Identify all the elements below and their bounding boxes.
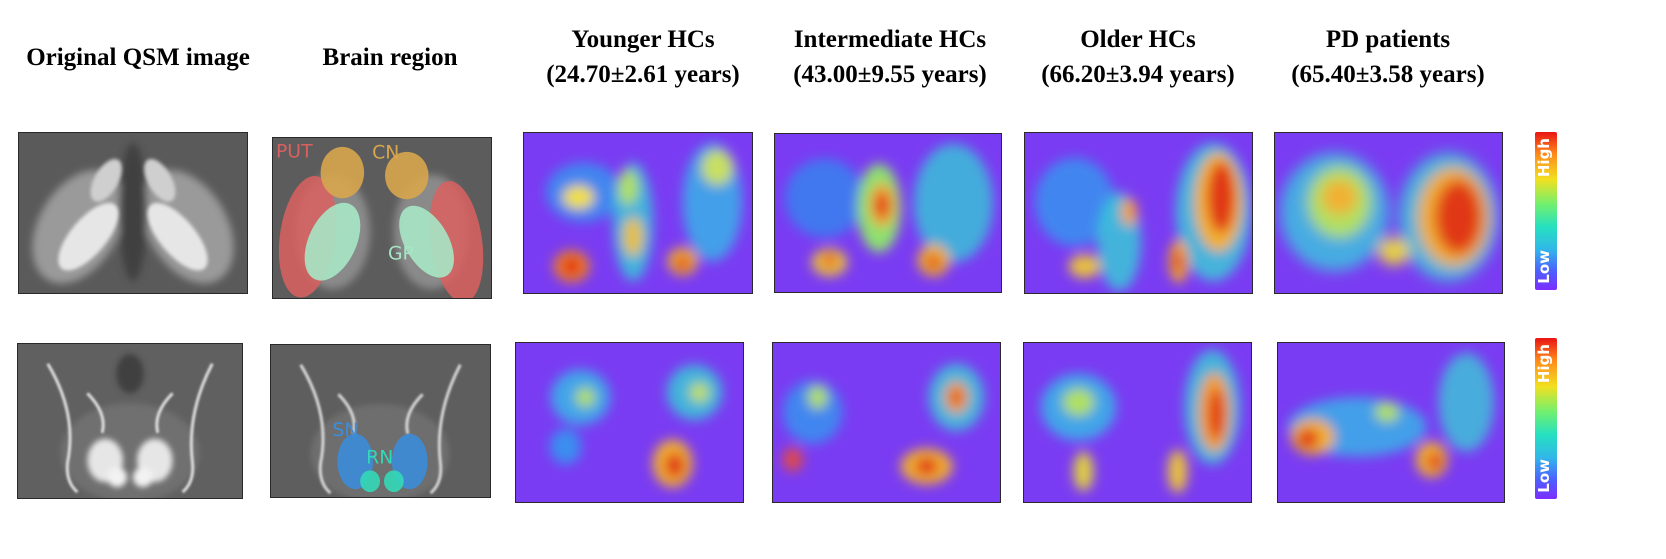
- brain-region-midbrain-image: SN RN: [270, 344, 491, 498]
- brain-region-basal-ganglia-image: PUT CN GP: [272, 137, 492, 299]
- original-qsm-midbrain-image: [17, 343, 243, 499]
- column-title-brain-region: Brain region: [290, 40, 490, 75]
- heatmap-older-hcs-row1: [1024, 132, 1253, 294]
- column-title-intermediate-hcs: Intermediate HCs (43.00±9.55 years): [770, 22, 1010, 92]
- column-subtitle-text: (43.00±9.55 years): [793, 61, 987, 88]
- heatmap-pd-patients-row1: [1274, 132, 1503, 294]
- colorbar-legend-row2: High Low: [1535, 338, 1557, 499]
- column-title-older-hcs: Older HCs (66.20±3.94 years): [1018, 22, 1258, 92]
- cn-label: CN: [372, 143, 399, 164]
- column-title-text: Brain region: [322, 44, 458, 71]
- rn-region-left: [360, 470, 381, 493]
- column-title-younger-hcs: Younger HCs (24.70±2.61 years): [518, 22, 768, 92]
- rn-label: RN: [366, 447, 393, 468]
- gp-region-right: [399, 205, 454, 278]
- heatmap-intermediate-hcs-row2: [772, 342, 1001, 503]
- colorbar-high-label: High: [1535, 138, 1553, 178]
- colorbar-low-label: Low: [1535, 459, 1553, 493]
- gp-region-left: [304, 202, 361, 281]
- sn-label: SN: [332, 420, 358, 441]
- heatmap-intermediate-hcs-row1: [774, 133, 1002, 293]
- column-title-text: Intermediate HCs: [793, 26, 987, 53]
- put-label: PUT: [276, 142, 313, 163]
- gp-label: GP: [388, 244, 414, 265]
- heatmap-pd-patients-row2: [1277, 342, 1505, 503]
- column-title-text: Original QSM image: [26, 44, 250, 71]
- heatmap-older-hcs-row2: [1023, 342, 1252, 503]
- column-title-text: PD patients: [1325, 26, 1451, 53]
- column-title-original-qsm: Original QSM image: [18, 40, 258, 75]
- column-title-text: Younger HCs: [571, 26, 715, 53]
- column-subtitle-text: (65.40±3.58 years): [1291, 61, 1485, 88]
- heatmap-younger-hcs-row1: [523, 132, 753, 294]
- heatmap-younger-hcs-row2: [515, 342, 744, 503]
- colorbar-low-label: Low: [1535, 250, 1553, 284]
- cn-region-right: [384, 151, 429, 200]
- cn-region-left: [320, 146, 365, 199]
- column-subtitle-text: (66.20±3.94 years): [1041, 61, 1235, 88]
- rn-region-right: [383, 470, 404, 493]
- column-title-pd-patients: PD patients (65.40±3.58 years): [1268, 22, 1508, 92]
- colorbar-high-label: High: [1535, 344, 1553, 384]
- colorbar-legend-row1: High Low: [1535, 132, 1557, 290]
- column-title-text: Older HCs: [1080, 26, 1196, 53]
- column-subtitle-text: (24.70±2.61 years): [546, 61, 740, 88]
- original-qsm-basal-ganglia-image: [18, 132, 248, 294]
